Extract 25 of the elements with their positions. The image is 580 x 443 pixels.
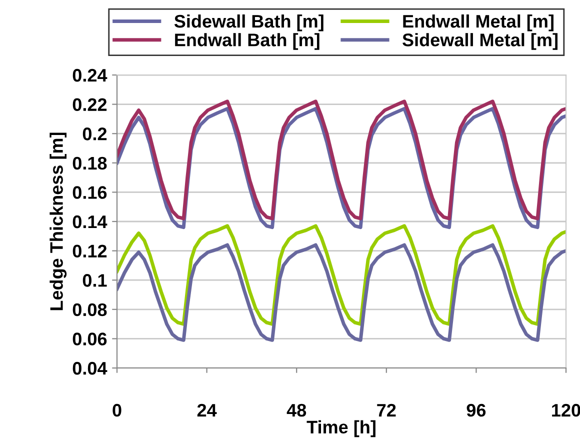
y-tick-label: 0.22	[72, 98, 107, 112]
line-series	[117, 224, 566, 326]
line-series	[117, 243, 566, 342]
y-tick-label: 0.18	[72, 156, 107, 170]
y-tick-label: 0.2	[82, 128, 107, 140]
x-tick-label: 0	[112, 404, 122, 417]
x-axis-title: Time [h]	[306, 420, 376, 438]
x-tick-label: 96	[466, 404, 486, 417]
y-tick-label: 0.08	[72, 303, 107, 316]
x-tick-label: 48	[286, 404, 306, 417]
y-tick-label: 0.12	[72, 244, 107, 258]
legend-label: Sidewall Metal [m]	[402, 33, 558, 50]
x-tick-label: 24	[197, 404, 217, 416]
y-tick-label: 0.14	[72, 215, 108, 228]
y-tick-label: 0.1	[82, 274, 107, 287]
legend-label: Endwall Bath [m]	[175, 33, 320, 50]
y-tick-label: 0.16	[72, 186, 107, 199]
legend-label: Sidewall Bath [m]	[174, 14, 324, 32]
x-tick-label: 120	[552, 404, 580, 417]
y-tick-label: 0.06	[72, 332, 107, 346]
y-tick-label: 0.04	[72, 362, 108, 375]
x-tick-label: 72	[377, 404, 396, 416]
y-axis-title: Ledge Thickness [m]	[50, 132, 67, 310]
legend-label: Endwall Metal [m]	[403, 14, 554, 32]
y-tick-label: 0.24	[72, 68, 108, 82]
